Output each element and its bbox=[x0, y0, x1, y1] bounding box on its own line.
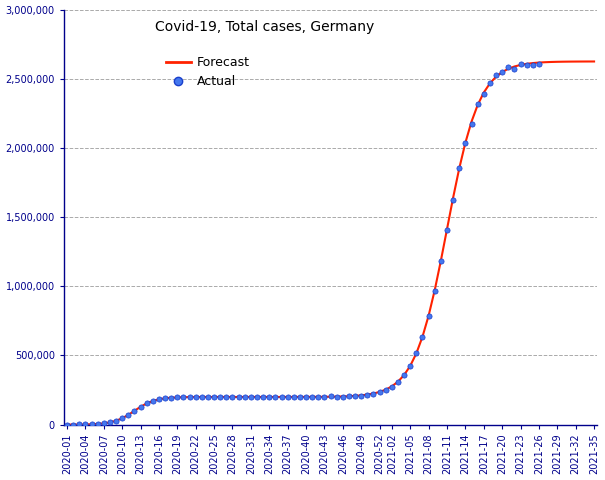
Point bbox=[283, 393, 292, 401]
Point bbox=[234, 393, 243, 401]
Point bbox=[148, 397, 158, 405]
Point bbox=[424, 312, 433, 320]
Point bbox=[209, 393, 219, 400]
Point bbox=[460, 140, 470, 147]
Point bbox=[528, 61, 538, 69]
Point bbox=[197, 393, 207, 401]
Point bbox=[264, 394, 274, 401]
Point bbox=[362, 391, 372, 398]
Point bbox=[258, 393, 268, 401]
Point bbox=[313, 393, 323, 401]
Point bbox=[509, 65, 519, 72]
Point bbox=[129, 407, 139, 415]
Point bbox=[405, 362, 415, 370]
Point bbox=[221, 393, 231, 401]
Point bbox=[154, 396, 164, 403]
Point bbox=[99, 420, 109, 427]
Point bbox=[411, 349, 421, 357]
Point bbox=[356, 392, 366, 399]
Point bbox=[454, 164, 464, 172]
Point bbox=[522, 61, 532, 69]
Point bbox=[344, 393, 354, 400]
Point bbox=[442, 226, 452, 234]
Point bbox=[301, 393, 311, 401]
Point bbox=[68, 421, 78, 429]
Point bbox=[503, 63, 513, 71]
Point bbox=[276, 393, 286, 401]
Point bbox=[430, 287, 440, 294]
Point bbox=[166, 394, 176, 402]
Point bbox=[319, 393, 329, 401]
Point bbox=[142, 399, 151, 407]
Point bbox=[240, 393, 250, 401]
Point bbox=[191, 393, 201, 401]
Point bbox=[246, 393, 256, 401]
Point bbox=[325, 393, 335, 400]
Point bbox=[387, 383, 397, 390]
Point bbox=[123, 411, 133, 419]
Point bbox=[491, 72, 501, 79]
Point bbox=[105, 419, 115, 426]
Point bbox=[117, 414, 127, 422]
Point bbox=[227, 393, 237, 401]
Point bbox=[497, 68, 507, 76]
Point bbox=[350, 392, 360, 400]
Point bbox=[332, 393, 341, 400]
Point bbox=[160, 394, 170, 402]
Point bbox=[417, 333, 427, 341]
Point bbox=[74, 420, 84, 428]
Point bbox=[399, 371, 409, 379]
Point bbox=[295, 393, 305, 401]
Point bbox=[203, 393, 213, 401]
Point bbox=[393, 378, 403, 385]
Text: Covid-19, Total cases, Germany: Covid-19, Total cases, Germany bbox=[155, 20, 374, 34]
Point bbox=[374, 388, 384, 396]
Point bbox=[252, 393, 262, 401]
Point bbox=[448, 196, 458, 204]
Point bbox=[466, 120, 476, 128]
Point bbox=[479, 90, 489, 98]
Point bbox=[87, 420, 96, 428]
Point bbox=[62, 420, 72, 428]
Legend: Forecast, Actual: Forecast, Actual bbox=[161, 51, 255, 93]
Point bbox=[215, 393, 225, 401]
Point bbox=[338, 393, 348, 400]
Point bbox=[381, 386, 391, 394]
Point bbox=[178, 394, 188, 401]
Point bbox=[185, 394, 194, 401]
Point bbox=[534, 60, 544, 68]
Point bbox=[307, 393, 317, 401]
Point bbox=[436, 257, 446, 265]
Point bbox=[136, 403, 145, 410]
Point bbox=[485, 80, 495, 87]
Point bbox=[93, 420, 102, 428]
Point bbox=[80, 420, 90, 428]
Point bbox=[368, 390, 378, 397]
Point bbox=[289, 393, 299, 401]
Point bbox=[172, 394, 182, 401]
Point bbox=[111, 417, 121, 425]
Point bbox=[515, 60, 525, 68]
Point bbox=[473, 100, 482, 108]
Point bbox=[270, 393, 280, 401]
